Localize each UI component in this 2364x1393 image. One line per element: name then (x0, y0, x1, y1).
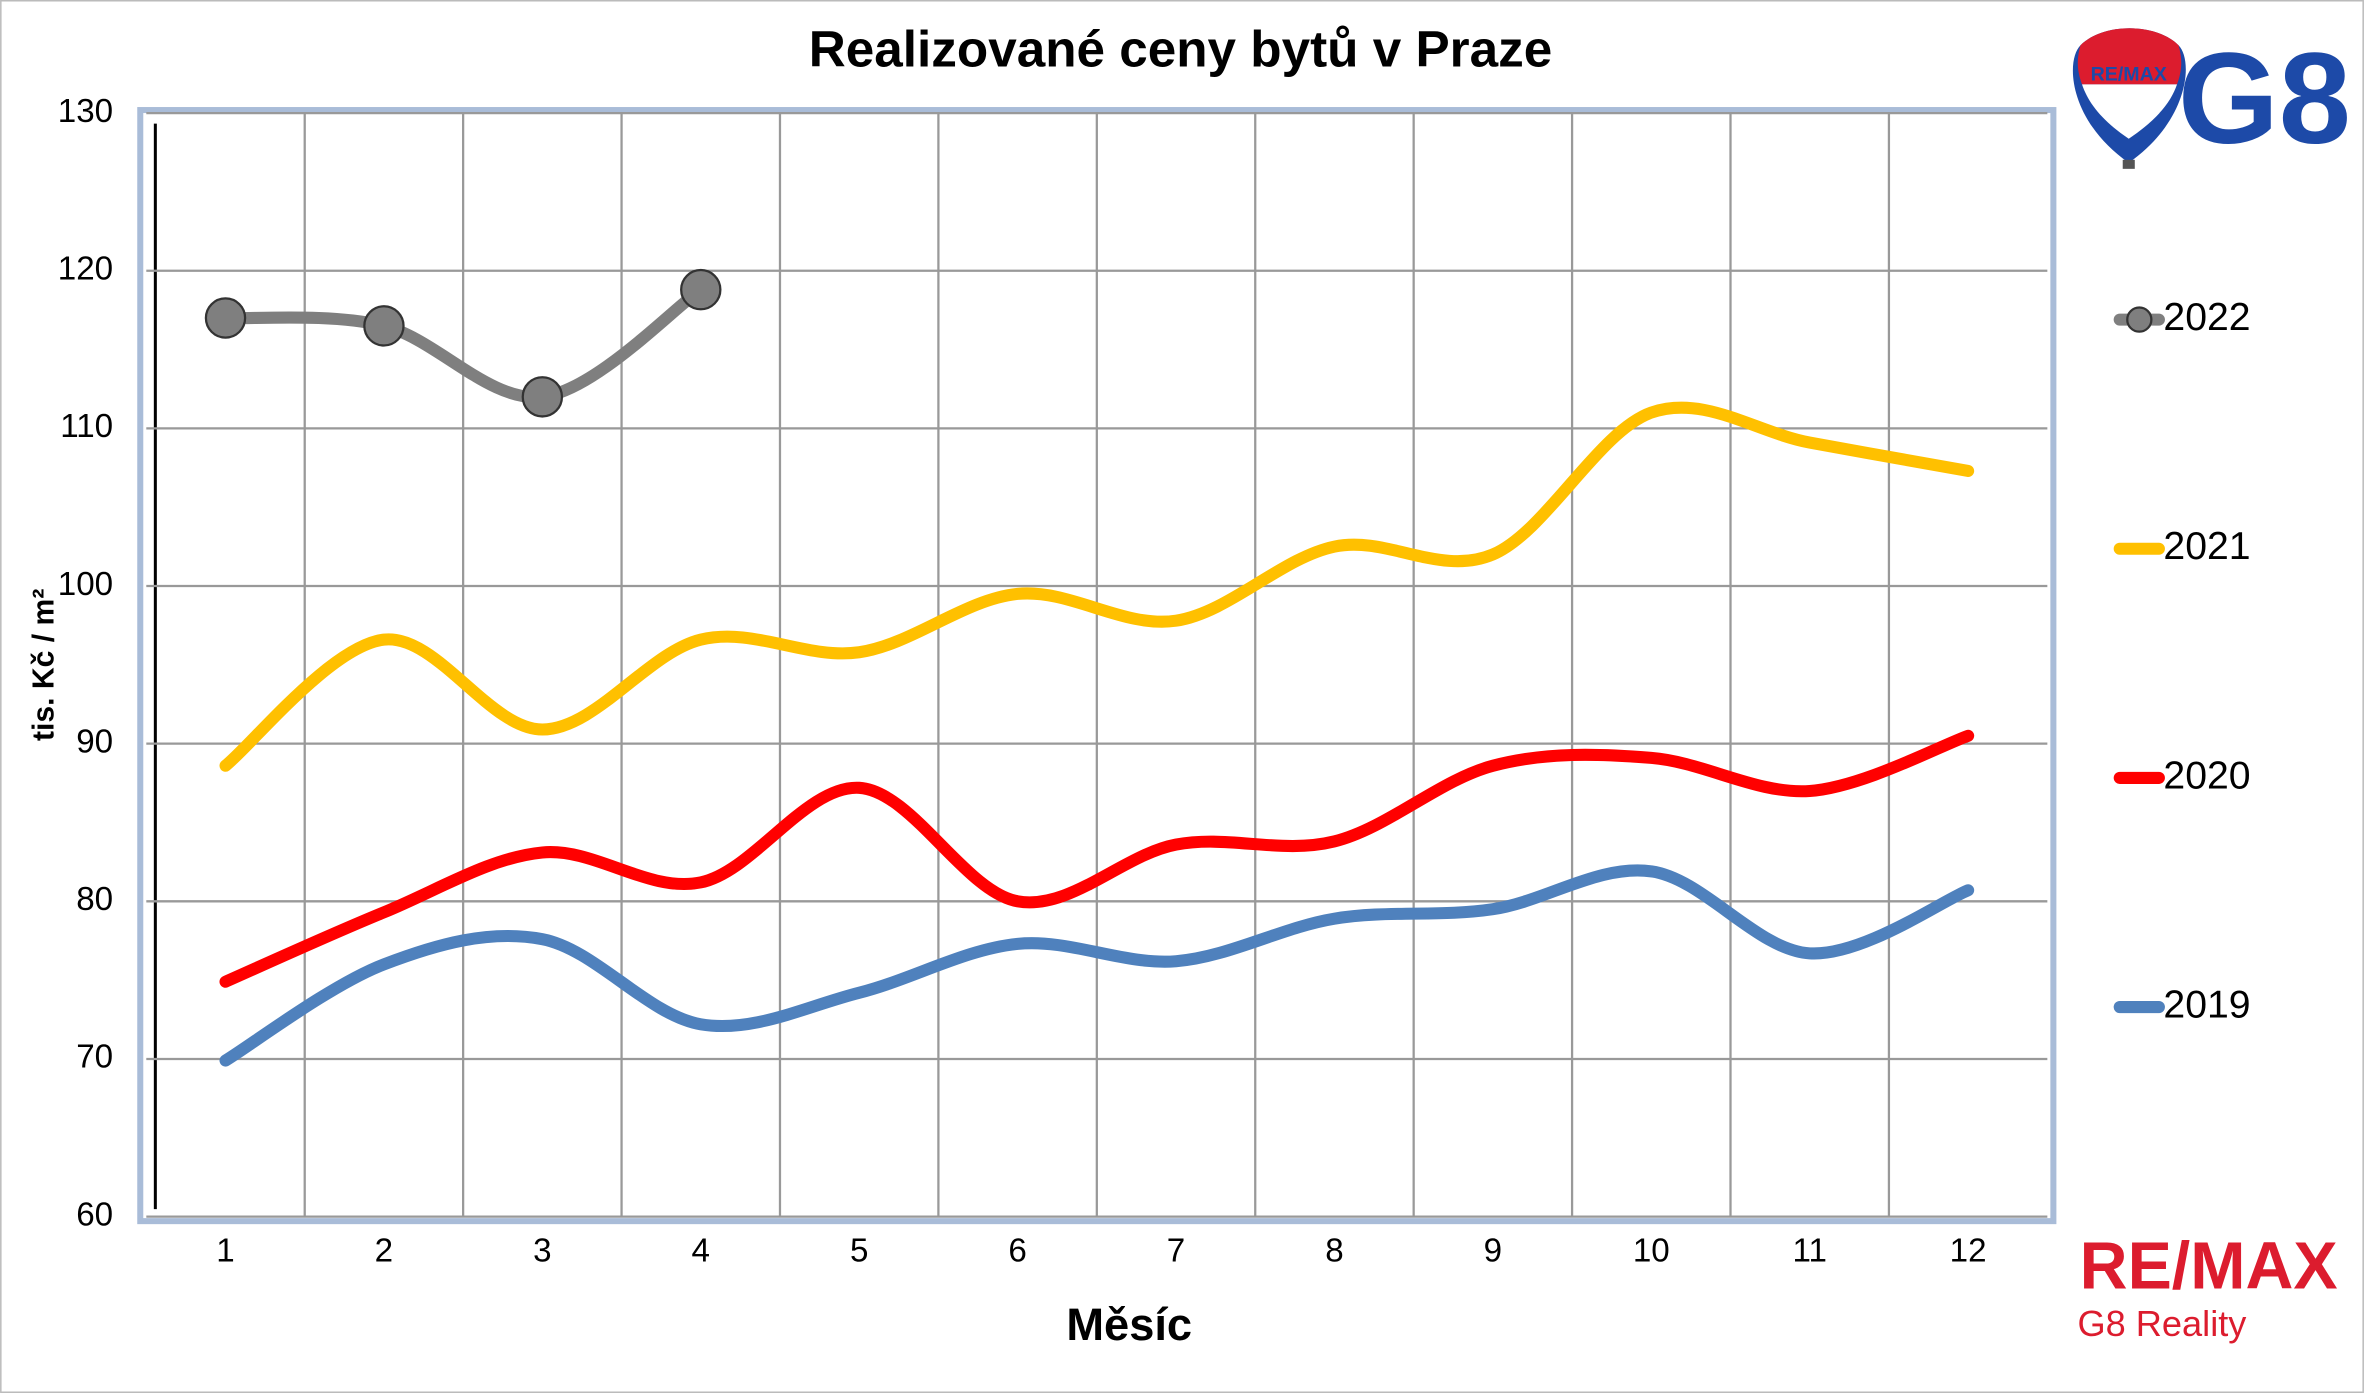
x-tick-label: 1 (216, 1233, 234, 1270)
x-tick-label: 8 (1325, 1233, 1343, 1270)
series-line (219, 864, 1975, 1067)
plot (204, 268, 1975, 1067)
y-tick-label: 70 (76, 1039, 113, 1076)
legend-marker (2126, 306, 2153, 333)
brand-logo: RE/MAX (2080, 1229, 2338, 1303)
series-line (219, 401, 1975, 772)
legend-label: 2022 (2163, 296, 2250, 339)
chart-title: Realizované ceny bytů v Praze (809, 20, 1552, 77)
x-tick-label: 9 (1484, 1233, 1502, 1270)
series-marker (521, 376, 564, 418)
x-tick-label: 10 (1633, 1233, 1670, 1270)
badge-text: RE/MAX (2091, 64, 2167, 86)
balloon-logo: RE/MAX (2072, 28, 2186, 169)
x-tick-label: 5 (850, 1233, 868, 1270)
y-tick-label: 130 (58, 93, 113, 130)
series-line (219, 729, 1975, 988)
legend-label: 2019 (2163, 983, 2250, 1026)
x-tick-label: 2 (375, 1233, 393, 1270)
x-tick-label: 7 (1167, 1233, 1185, 1270)
series-marker (204, 297, 247, 339)
y-tick-label: 100 (58, 566, 113, 603)
y-tick-label: 80 (76, 881, 113, 918)
series-marker (363, 305, 405, 347)
company-name: G8 Reality (2078, 1303, 2248, 1344)
y-tick-label: 60 (76, 1196, 113, 1233)
y-tick-label: 90 (76, 723, 113, 760)
x-tick-label: 12 (1950, 1233, 1987, 1270)
x-tick-label: 4 (692, 1233, 710, 1270)
series-line (219, 283, 707, 404)
x-tick-label: 3 (533, 1233, 551, 1270)
y-axis-label: tis. Kč / m² (27, 589, 60, 741)
x-axis-label: Měsíc (1066, 1299, 1192, 1350)
x-tick-label: 11 (1793, 1233, 1827, 1270)
y-tick-label: 120 (58, 250, 113, 287)
legend-label: 2020 (2163, 754, 2250, 797)
x-tick-label: 6 (1008, 1233, 1026, 1270)
y-tick-label: 110 (60, 408, 113, 445)
series-marker (680, 268, 722, 311)
g8-logo: G8 (2178, 27, 2351, 171)
legend-label: 2021 (2163, 525, 2250, 568)
